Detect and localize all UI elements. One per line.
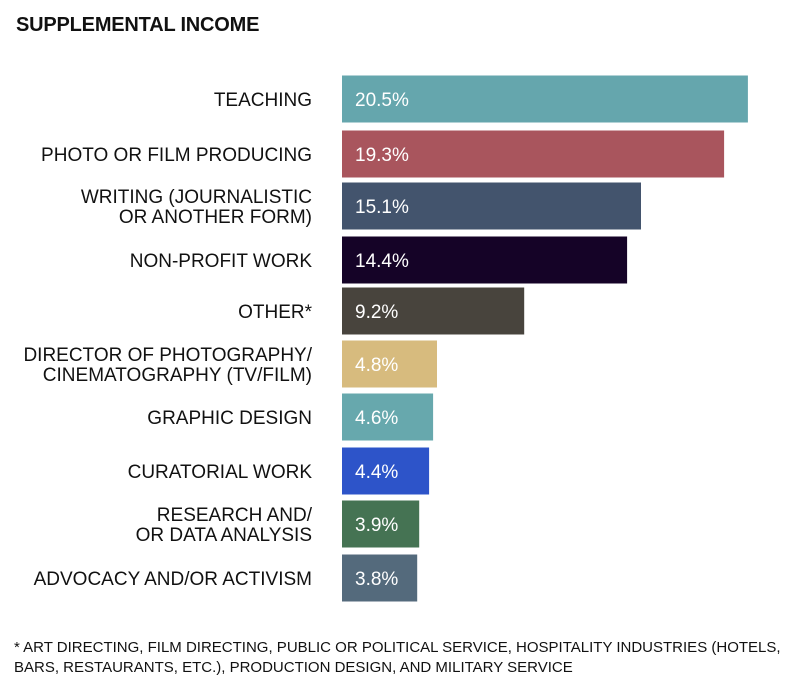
- category-label-0: TEACHING: [214, 90, 312, 111]
- bar-chart: 20.5% TEACHING 19.3% PHOTO OR FILM PRODUCIN…: [23, 75, 748, 602]
- category-label-8-line-1: OR DATA ANALYSIS: [136, 525, 312, 546]
- category-label-5-line-1: CINEMATOGRAPHY (TV/FILM): [43, 365, 312, 386]
- category-label-1: PHOTO OR FILM PRODUCING: [41, 145, 312, 166]
- category-label-5-line-0: DIRECTOR OF PHOTOGRAPHY/: [23, 345, 312, 366]
- value-label-5: 4.8%: [355, 355, 398, 376]
- chart-title: SUPPLEMENTAL INCOME: [16, 14, 260, 36]
- bar-4: [342, 287, 525, 335]
- value-label-0: 20.5%: [355, 90, 409, 111]
- category-label-9: ADVOCACY AND/OR ACTIVISM: [34, 569, 312, 590]
- value-label-1: 19.3%: [355, 145, 409, 166]
- category-label-2-line-0: WRITING (JOURNALISTIC: [81, 187, 312, 208]
- value-label-9: 3.8%: [355, 569, 398, 590]
- value-label-2: 15.1%: [355, 197, 409, 218]
- category-label-4: OTHER*: [238, 302, 313, 323]
- value-label-8: 3.9%: [355, 515, 398, 536]
- bar-5: [342, 340, 437, 388]
- category-label-3: NON-PROFIT WORK: [130, 251, 313, 272]
- category-label-7: CURATORIAL WORK: [128, 462, 313, 483]
- category-label-2-line-1: OR ANOTHER FORM): [119, 207, 312, 228]
- bar-1: [342, 130, 725, 178]
- category-label-6: GRAPHIC DESIGN: [147, 408, 312, 429]
- bar-2: [342, 182, 641, 230]
- value-label-6: 4.6%: [355, 408, 398, 429]
- bar-9: [342, 554, 418, 602]
- bar-6: [342, 393, 434, 441]
- bar-7: [342, 447, 430, 495]
- bar-3: [342, 236, 628, 284]
- value-label-4: 9.2%: [355, 302, 398, 323]
- footnote: * ART DIRECTING, FILM DIRECTING, PUBLIC …: [14, 639, 781, 676]
- value-label-3: 14.4%: [355, 251, 409, 272]
- category-label-8-line-0: RESEARCH AND/: [157, 505, 313, 526]
- value-label-7: 4.4%: [355, 462, 398, 483]
- bar-0: [342, 75, 748, 123]
- bar-8: [342, 500, 420, 548]
